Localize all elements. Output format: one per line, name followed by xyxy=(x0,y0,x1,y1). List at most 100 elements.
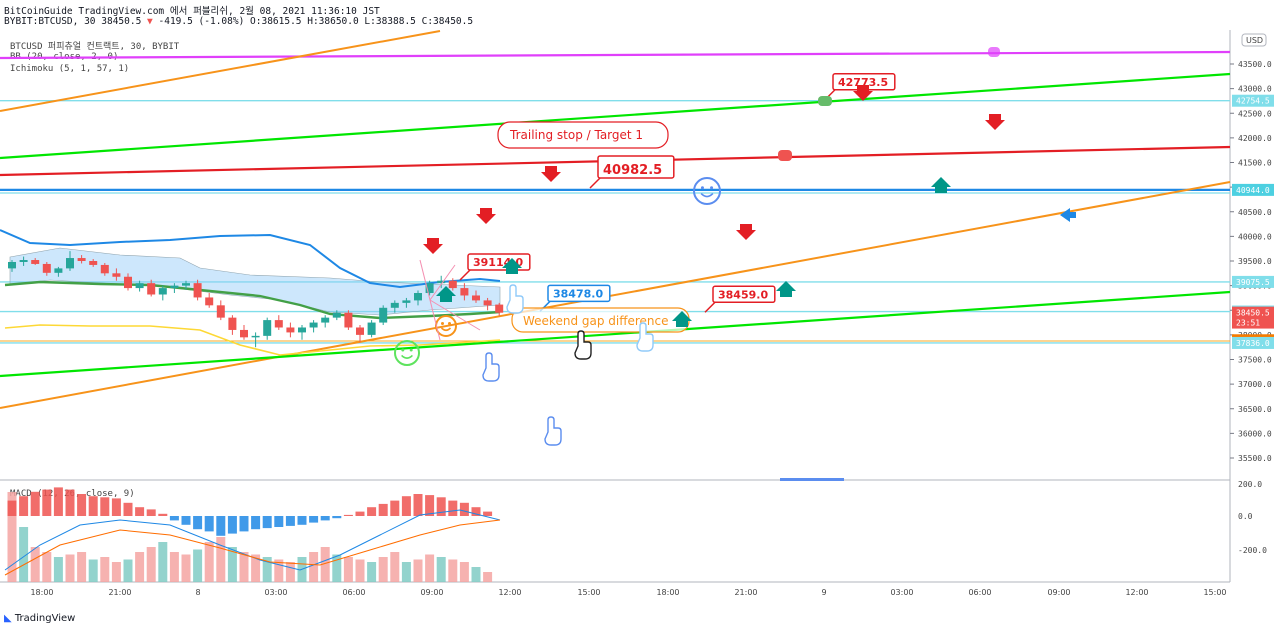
orange-trend-line-lower[interactable] xyxy=(0,181,1231,409)
candle-body[interactable] xyxy=(286,327,295,333)
volume-bar[interactable] xyxy=(378,557,388,582)
candle-body[interactable] xyxy=(228,317,237,330)
volume-bar[interactable] xyxy=(332,554,342,583)
candle-body[interactable] xyxy=(274,320,283,328)
currency-badge[interactable] xyxy=(1241,33,1267,47)
kijun-line[interactable] xyxy=(4,280,501,320)
arrow-down-icon[interactable] xyxy=(476,208,496,224)
cat-icon[interactable] xyxy=(818,96,832,106)
green-trend-line-lower[interactable] xyxy=(0,290,1231,378)
arrow-down-icon[interactable] xyxy=(423,238,443,254)
tenkan-line[interactable] xyxy=(4,324,501,356)
candle-body[interactable] xyxy=(495,304,504,313)
price-tag[interactable] xyxy=(1232,275,1274,288)
volume-bar[interactable] xyxy=(239,552,249,582)
volume-bar[interactable] xyxy=(413,559,423,583)
hand-pointer-icon[interactable] xyxy=(482,352,500,382)
arrow-up-icon[interactable] xyxy=(776,281,796,297)
volume-bar[interactable] xyxy=(65,554,75,583)
volume-bar[interactable] xyxy=(320,547,330,582)
candle-body[interactable] xyxy=(216,305,225,318)
candle-body[interactable] xyxy=(19,260,28,262)
macd-histogram-bar[interactable] xyxy=(42,489,52,516)
fan-line[interactable] xyxy=(429,299,441,341)
volume-bar[interactable] xyxy=(111,562,121,582)
candle-body[interactable] xyxy=(135,283,144,289)
time-range-marker[interactable] xyxy=(780,478,844,481)
candle-body[interactable] xyxy=(89,261,98,265)
candle-body[interactable] xyxy=(483,300,492,306)
candle-body[interactable] xyxy=(205,297,214,306)
macd-histogram-bar[interactable] xyxy=(471,507,481,516)
arrow-down-icon[interactable] xyxy=(853,85,873,101)
volume-bar[interactable] xyxy=(425,554,435,583)
volume-bar[interactable] xyxy=(262,557,272,582)
candle-body[interactable] xyxy=(448,280,457,289)
volume-bar[interactable] xyxy=(401,562,411,582)
candle-body[interactable] xyxy=(124,276,132,289)
macd-histogram-bar[interactable] xyxy=(320,516,330,521)
volume-bar[interactable] xyxy=(135,552,145,582)
fan-line[interactable] xyxy=(429,299,481,331)
volume-bar[interactable] xyxy=(193,549,203,583)
green-trend-line-upper[interactable] xyxy=(0,72,1231,160)
macd-histogram-bar[interactable] xyxy=(367,507,377,516)
macd-histogram-bar[interactable] xyxy=(355,511,365,516)
macd-histogram-bar[interactable] xyxy=(216,516,226,536)
cat-icon[interactable] xyxy=(988,47,1000,57)
macd-histogram-bar[interactable] xyxy=(285,516,295,526)
macd-histogram-bar[interactable] xyxy=(239,516,249,532)
macd-histogram-bar[interactable] xyxy=(123,502,133,516)
macd-histogram-bar[interactable] xyxy=(193,516,203,530)
candle-body[interactable] xyxy=(66,258,74,269)
macd-histogram-bar[interactable] xyxy=(401,496,411,516)
volume-bar[interactable] xyxy=(169,552,179,582)
arrow-up-icon[interactable] xyxy=(502,258,522,274)
volume-bar[interactable] xyxy=(285,562,295,582)
macd-histogram-bar[interactable] xyxy=(135,507,145,516)
candle-body[interactable] xyxy=(298,327,306,333)
candle-body[interactable] xyxy=(251,335,260,338)
macd-histogram-bar[interactable] xyxy=(65,489,75,516)
arrow-up-icon[interactable] xyxy=(436,286,456,302)
candle-body[interactable] xyxy=(8,261,16,269)
macd-histogram-bar[interactable] xyxy=(459,502,469,516)
macd-histogram-bar[interactable] xyxy=(227,516,237,534)
macd-histogram-bar[interactable] xyxy=(378,503,388,516)
volume-bar[interactable] xyxy=(274,559,284,583)
macd-histogram-bar[interactable] xyxy=(297,516,307,525)
macd-histogram-bar[interactable] xyxy=(88,496,98,516)
candle-body[interactable] xyxy=(170,285,179,289)
candle-body[interactable] xyxy=(414,293,422,301)
volume-bar[interactable] xyxy=(100,557,110,582)
candle-body[interactable] xyxy=(193,283,202,298)
price-tag[interactable] xyxy=(1232,94,1274,107)
candle-body[interactable] xyxy=(332,312,341,318)
volume-bar[interactable] xyxy=(19,527,29,582)
macd-histogram-bar[interactable] xyxy=(181,516,191,525)
callout-box[interactable] xyxy=(547,284,611,303)
volume-bar[interactable] xyxy=(459,562,469,582)
volume-bar[interactable] xyxy=(204,542,214,582)
macd-histogram-bar[interactable] xyxy=(204,516,214,532)
candle-body[interactable] xyxy=(42,263,51,273)
candle-body[interactable] xyxy=(309,322,318,328)
volume-bar[interactable] xyxy=(483,572,493,582)
arrow-down-icon[interactable] xyxy=(736,224,756,240)
candle-body[interactable] xyxy=(240,329,248,338)
arrow-down-icon[interactable] xyxy=(985,114,1005,130)
macd-histogram-bar[interactable] xyxy=(274,516,284,527)
candle-body[interactable] xyxy=(390,302,399,308)
note-bubble[interactable] xyxy=(497,121,669,149)
volume-bar[interactable] xyxy=(309,552,319,582)
smiley-icon[interactable] xyxy=(693,177,721,205)
volume-bar[interactable] xyxy=(30,547,40,582)
candle-body[interactable] xyxy=(77,258,86,261)
candle-body[interactable] xyxy=(100,264,109,274)
volume-bar[interactable] xyxy=(53,557,63,582)
candle-body[interactable] xyxy=(112,273,121,277)
candle-body[interactable] xyxy=(437,280,446,284)
volume-bar[interactable] xyxy=(216,537,226,582)
volume-bar[interactable] xyxy=(390,552,400,582)
fan-line[interactable] xyxy=(419,259,431,301)
